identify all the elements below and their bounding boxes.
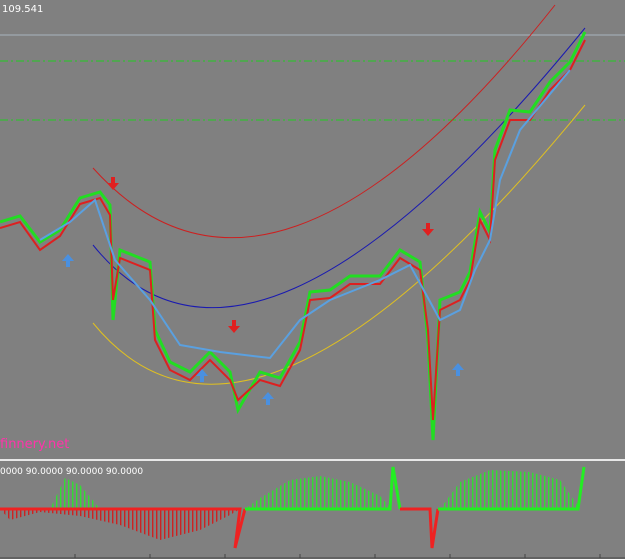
watermark: finnery.net	[0, 437, 69, 452]
signal-line	[245, 466, 402, 511]
price-candles	[0, 39, 586, 421]
signal-line	[438, 466, 586, 511]
histogram-down	[0, 509, 240, 540]
time-axis	[0, 554, 625, 559]
signal-line	[0, 507, 247, 549]
histogram-up	[245, 476, 392, 509]
signal-line	[400, 507, 440, 549]
histogram-up	[440, 470, 580, 509]
price-label: 109.541	[2, 4, 43, 15]
middle-curve	[92, 27, 586, 309]
lower-curve	[92, 104, 586, 385]
trend-line	[39, 69, 571, 360]
histogram-up	[50, 478, 100, 509]
buy-arrows	[62, 254, 464, 405]
sell-arrows	[107, 177, 434, 333]
indicator-label: 0000 90.0000 90.0000 90.0000	[0, 467, 143, 477]
upper-curve	[92, 4, 556, 239]
